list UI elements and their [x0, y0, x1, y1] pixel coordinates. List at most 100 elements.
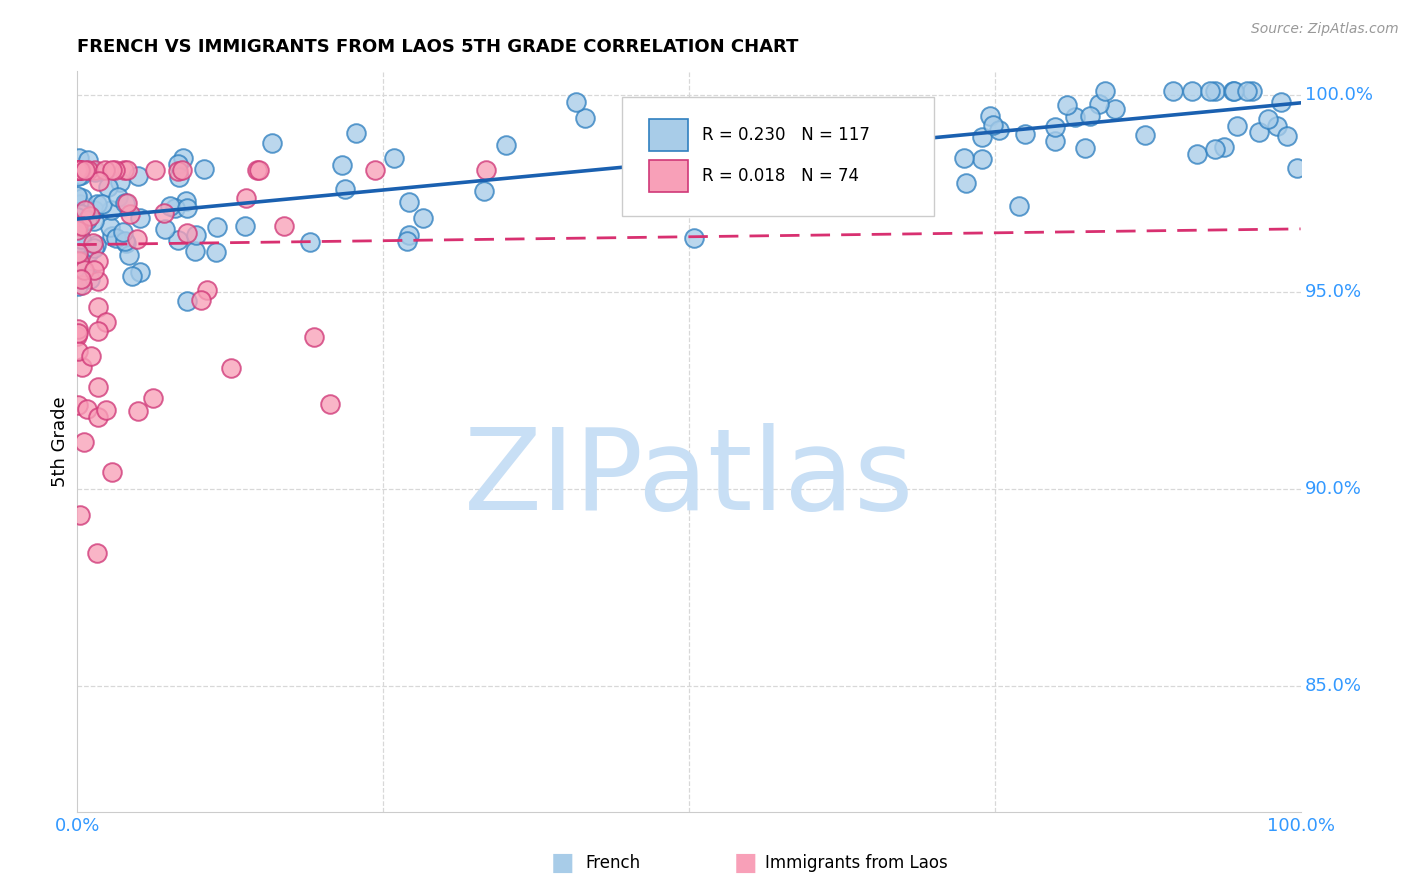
- Point: [129, 211, 152, 226]
- Point: [66, 398, 89, 412]
- Point: [1223, 84, 1246, 98]
- Point: [235, 191, 257, 205]
- Point: [1163, 84, 1185, 98]
- Point: [66, 260, 89, 274]
- Point: [107, 190, 129, 204]
- Point: [66, 189, 89, 203]
- Point: [66, 222, 89, 236]
- Point: [86, 197, 108, 211]
- Point: [87, 300, 110, 314]
- Point: [412, 211, 434, 226]
- Point: [72, 215, 94, 229]
- Point: [1204, 84, 1226, 98]
- Point: [112, 162, 135, 177]
- Point: [801, 133, 824, 147]
- Point: [127, 169, 149, 184]
- Point: [1088, 97, 1111, 112]
- Point: [1265, 120, 1288, 134]
- Point: [86, 545, 108, 559]
- Point: [66, 246, 89, 260]
- Point: [84, 238, 107, 252]
- Point: [76, 162, 98, 177]
- Point: [766, 144, 789, 158]
- Point: [1185, 146, 1208, 161]
- Point: [72, 277, 94, 292]
- Point: [574, 111, 596, 125]
- Point: [1043, 134, 1066, 148]
- Point: [475, 162, 498, 177]
- Point: [66, 162, 89, 177]
- Point: [176, 294, 198, 309]
- Y-axis label: 5th Grade: 5th Grade: [51, 396, 69, 487]
- Point: [1104, 102, 1126, 116]
- Point: [86, 254, 108, 268]
- Point: [77, 245, 100, 260]
- Point: [70, 162, 93, 177]
- Point: [66, 219, 89, 233]
- Point: [159, 199, 181, 213]
- Point: [249, 162, 271, 177]
- Point: [1257, 112, 1279, 127]
- Point: [89, 174, 111, 188]
- Point: [1226, 119, 1249, 133]
- Point: [1133, 128, 1156, 142]
- Point: [66, 344, 89, 359]
- Text: Immigrants from Laos: Immigrants from Laos: [765, 854, 948, 871]
- Point: [125, 232, 148, 246]
- Text: R = 0.230   N = 117: R = 0.230 N = 117: [703, 126, 870, 144]
- Point: [1222, 84, 1244, 98]
- Point: [108, 175, 131, 189]
- Point: [66, 162, 89, 177]
- Point: [184, 244, 207, 258]
- Point: [79, 349, 101, 363]
- Point: [67, 211, 90, 226]
- Point: [953, 151, 976, 165]
- Point: [121, 269, 143, 284]
- Point: [87, 274, 110, 288]
- Point: [90, 197, 112, 211]
- Point: [66, 253, 89, 268]
- Point: [153, 222, 176, 236]
- Point: [69, 197, 91, 211]
- Point: [66, 162, 89, 177]
- Text: ■: ■: [551, 851, 574, 874]
- Point: [205, 245, 228, 260]
- Point: [101, 465, 124, 479]
- Point: [565, 95, 588, 109]
- Point: [195, 283, 218, 297]
- Point: [1236, 84, 1258, 98]
- Point: [69, 168, 91, 182]
- Point: [93, 162, 115, 177]
- Point: [1094, 84, 1116, 98]
- Point: [176, 201, 198, 215]
- Point: [94, 314, 117, 328]
- Point: [67, 322, 90, 336]
- Text: French: French: [585, 854, 640, 871]
- Point: [83, 165, 105, 179]
- Point: [69, 207, 91, 221]
- Point: [979, 109, 1001, 123]
- Point: [69, 235, 91, 250]
- Point: [396, 234, 419, 248]
- Point: [66, 162, 89, 177]
- FancyBboxPatch shape: [621, 97, 934, 216]
- Point: [1014, 127, 1036, 141]
- Point: [1074, 141, 1097, 155]
- Point: [67, 235, 90, 250]
- Point: [79, 272, 101, 286]
- Point: [153, 206, 176, 220]
- Point: [970, 130, 993, 145]
- Text: Source: ZipAtlas.com: Source: ZipAtlas.com: [1251, 22, 1399, 37]
- Point: [129, 265, 152, 279]
- Point: [262, 136, 284, 151]
- Point: [104, 162, 127, 177]
- FancyBboxPatch shape: [648, 161, 688, 192]
- Text: 100.0%: 100.0%: [1305, 86, 1372, 104]
- Point: [115, 235, 138, 250]
- Point: [111, 225, 134, 239]
- Point: [972, 152, 994, 166]
- Point: [1181, 84, 1204, 98]
- Point: [398, 227, 420, 242]
- Point: [69, 162, 91, 177]
- Point: [67, 204, 90, 219]
